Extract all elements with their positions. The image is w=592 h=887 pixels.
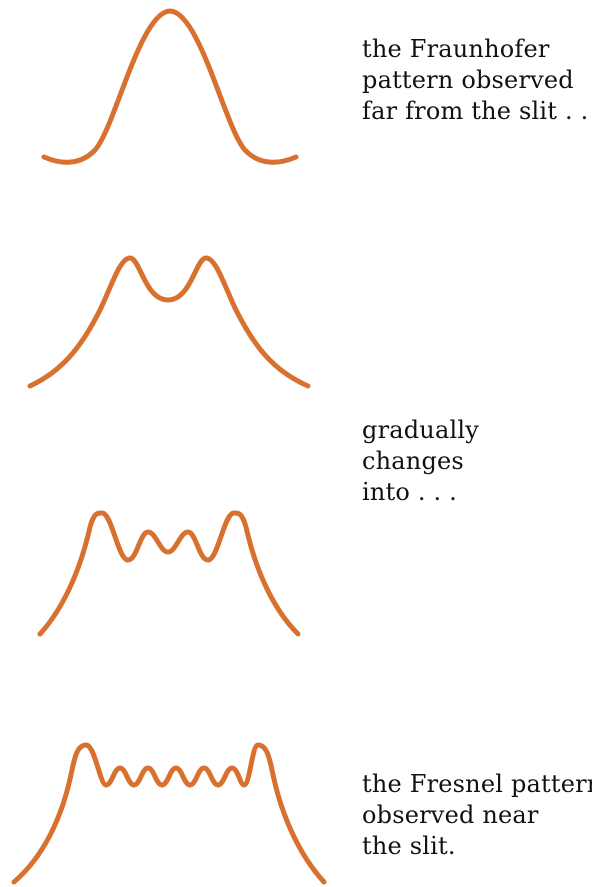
fresnel-caption-line-3: the slit. — [362, 832, 456, 860]
fraunhofer-caption: the Fraunhofer pattern observed far from… — [362, 34, 592, 127]
transition-caption-line-2: changes — [362, 447, 464, 475]
fresnel-pattern-curve — [11, 742, 327, 885]
transition-caption-line-1: gradually — [362, 416, 479, 444]
intermediate-pattern-curve-1 — [27, 255, 311, 389]
intermediate-pattern-curve-2 — [37, 510, 301, 637]
transition-caption-line-3: into . . . — [362, 478, 457, 506]
fresnel-caption: the Fresnel pattern observed near the sl… — [362, 769, 592, 862]
fresnel-caption-line-2: observed near — [362, 801, 539, 829]
fraunhofer-pattern-curve — [41, 8, 299, 165]
fresnel-caption-line-1: the Fresnel pattern — [362, 770, 592, 798]
transition-caption: gradually changes into . . . — [362, 415, 479, 508]
fraunhofer-caption-line-2: pattern observed — [362, 66, 574, 94]
fraunhofer-caption-line-3: far from the slit . . . — [362, 97, 592, 125]
fraunhofer-caption-line-1: the Fraunhofer — [362, 35, 550, 63]
